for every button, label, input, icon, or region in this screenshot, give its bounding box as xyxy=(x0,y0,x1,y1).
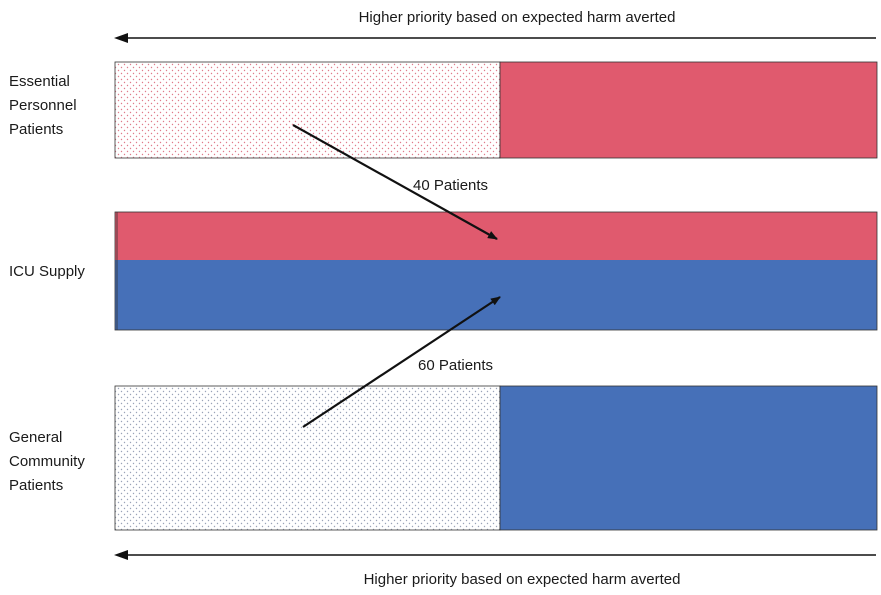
general-to-icu-arrow xyxy=(302,296,501,428)
essential-personnel-row: Essential Personnel Patients xyxy=(9,61,878,159)
essential-to-icu-flow: 40 Patients xyxy=(292,124,498,240)
bottom-priority-arrow: Higher priority based on expected harm a… xyxy=(114,550,876,588)
essential-to-icu-arrow xyxy=(292,124,498,240)
bottom-priority-arrowhead xyxy=(114,550,128,560)
essential-unserved-segment xyxy=(114,61,501,159)
icu-supply-row: ICU Supply xyxy=(9,211,878,331)
icu-general-allocation xyxy=(115,260,877,330)
essential-to-icu-count: 40 Patients xyxy=(413,177,488,194)
general-to-icu-count: 60 Patients xyxy=(418,357,493,374)
icu-supply-label: ICU Supply xyxy=(9,263,85,280)
top-priority-arrowhead xyxy=(114,33,128,43)
general-unserved-segment xyxy=(114,385,501,531)
top-priority-label: Higher priority based on expected harm a… xyxy=(359,9,676,26)
general-community-label: General Community Patients xyxy=(9,429,89,494)
bottom-priority-label: Higher priority based on expected harm a… xyxy=(364,571,681,588)
icu-essential-allocation xyxy=(115,212,877,260)
icu-supply-border xyxy=(114,211,878,331)
essential-personnel-label: Essential Personnel Patients xyxy=(9,73,81,138)
general-community-row: General Community Patients xyxy=(9,385,878,531)
general-served-segment xyxy=(499,385,878,531)
essential-served-segment xyxy=(499,61,878,159)
general-to-icu-flow: 60 Patients xyxy=(302,296,501,428)
top-priority-arrow: Higher priority based on expected harm a… xyxy=(114,9,876,43)
